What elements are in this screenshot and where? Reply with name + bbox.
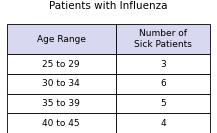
Bar <box>7 24 116 55</box>
Bar <box>116 24 210 55</box>
Text: Age Range: Age Range <box>37 35 85 44</box>
Text: 40 to 45: 40 to 45 <box>42 119 80 128</box>
Bar <box>116 113 210 133</box>
Text: 6: 6 <box>160 79 166 88</box>
Text: 35 to 39: 35 to 39 <box>42 99 80 108</box>
Text: 30 to 34: 30 to 34 <box>42 79 80 88</box>
Bar <box>7 94 116 113</box>
Bar <box>116 94 210 113</box>
Text: 4: 4 <box>160 119 166 128</box>
Text: 3: 3 <box>160 60 166 69</box>
Text: 5: 5 <box>160 99 166 108</box>
Bar <box>116 74 210 94</box>
Text: Patients with Influenza: Patients with Influenza <box>49 1 168 11</box>
Text: Number of
Sick Patients: Number of Sick Patients <box>134 29 192 49</box>
Bar <box>7 74 116 94</box>
Text: 25 to 29: 25 to 29 <box>42 60 80 69</box>
Bar <box>7 113 116 133</box>
Bar <box>116 55 210 74</box>
Bar <box>7 55 116 74</box>
